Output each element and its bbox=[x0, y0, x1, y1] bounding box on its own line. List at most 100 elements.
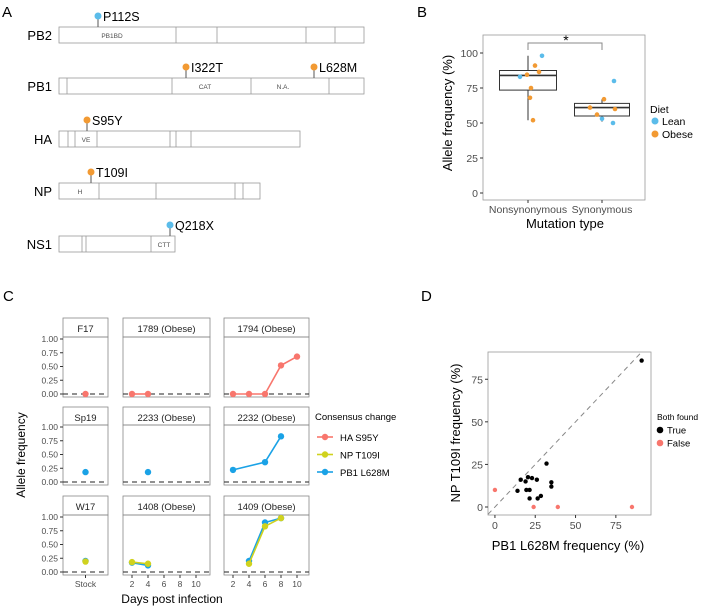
y-tick-label: 1.00 bbox=[41, 334, 58, 344]
y-tick-label: 0.25 bbox=[41, 375, 58, 385]
data-point bbox=[128, 390, 136, 398]
data-point-true bbox=[525, 474, 531, 480]
data-point-true bbox=[527, 487, 532, 493]
protein-name: PB1 bbox=[27, 79, 52, 94]
protein-bar bbox=[58, 26, 365, 44]
data-point bbox=[261, 523, 269, 530]
protein-name: HA bbox=[34, 132, 52, 147]
data-point bbox=[293, 353, 301, 360]
legend-label: Obese bbox=[662, 129, 693, 141]
y-tick-label: 0.25 bbox=[41, 553, 58, 563]
facet-label: Sp19 bbox=[74, 413, 96, 424]
data-point-obese bbox=[601, 96, 607, 102]
mutation-dot bbox=[182, 63, 190, 71]
legend-key-obese bbox=[651, 130, 659, 138]
box-body bbox=[574, 102, 630, 117]
mutation-label: S95Y bbox=[92, 114, 123, 128]
data-point-lean bbox=[539, 53, 545, 59]
y-tick-label: 1.00 bbox=[41, 422, 58, 432]
data-point bbox=[144, 468, 152, 476]
x-tick-label: Nonsynonymous bbox=[489, 204, 567, 216]
x-tick-label: 10 bbox=[191, 579, 201, 589]
domain-label: CAT bbox=[199, 84, 212, 91]
x-tick-label: 75 bbox=[610, 520, 622, 532]
y-axis-title: Allele frequency (%) bbox=[440, 55, 455, 171]
panel-label-a: A bbox=[2, 4, 12, 21]
data-point-lean bbox=[599, 116, 605, 122]
protein-bar bbox=[58, 182, 261, 200]
y-tick-label: 25 bbox=[466, 153, 478, 165]
x-tick-label: 4 bbox=[146, 579, 151, 589]
series-line bbox=[232, 435, 282, 471]
data-point-lean bbox=[610, 120, 616, 126]
facet-label: 2233 (Obese) bbox=[137, 413, 195, 424]
x-tick-label: 6 bbox=[263, 579, 268, 589]
data-point-true bbox=[535, 496, 540, 501]
significance-star: * bbox=[563, 32, 569, 48]
facet-panel bbox=[122, 514, 211, 576]
data-point bbox=[82, 558, 89, 565]
x-tick-label: 8 bbox=[178, 579, 183, 589]
panel-label-c: C bbox=[3, 288, 14, 305]
protein-bar bbox=[58, 130, 301, 148]
y-tick-label: 0.75 bbox=[41, 436, 58, 446]
facet-panel bbox=[62, 424, 109, 486]
data-point-false bbox=[531, 504, 536, 510]
legend-label: PB1 L628M bbox=[340, 468, 390, 479]
y-tick-label: 0 bbox=[472, 188, 478, 200]
legend-title: Both found bbox=[657, 412, 698, 422]
panel-label-b: B bbox=[417, 4, 427, 21]
mutation-dot bbox=[166, 221, 174, 229]
mutation-dot bbox=[83, 116, 91, 124]
data-point bbox=[128, 558, 136, 566]
facet-panel bbox=[122, 424, 211, 486]
y-tick-label: 0.00 bbox=[41, 477, 58, 487]
y-axis-title: NP T109I frequency (%) bbox=[448, 364, 463, 503]
facet-label: 1789 (Obese) bbox=[137, 324, 195, 335]
y-tick-label: 75 bbox=[466, 83, 478, 95]
data-point-true bbox=[534, 477, 540, 482]
facet-panel bbox=[223, 514, 310, 576]
data-point-true bbox=[639, 358, 644, 363]
x-axis-title: Days post infection bbox=[121, 592, 222, 606]
data-point-obese bbox=[528, 85, 534, 91]
legend-label: NP T109I bbox=[340, 451, 380, 462]
y-tick-label: 50 bbox=[466, 118, 478, 130]
data-point bbox=[229, 390, 237, 398]
x-axis-title: Mutation type bbox=[526, 216, 604, 231]
protein-name: NS1 bbox=[27, 237, 52, 252]
legend-label: True bbox=[667, 426, 686, 437]
x-tick-label: 8 bbox=[279, 579, 284, 589]
mutation-label: Q218X bbox=[175, 219, 215, 233]
x-tick-label: 2 bbox=[231, 579, 236, 589]
y-tick-label: 50 bbox=[471, 417, 483, 429]
y-tick-label: 0.00 bbox=[41, 567, 58, 577]
identity-reference-line bbox=[487, 351, 643, 515]
mutation-label: T109I bbox=[96, 166, 128, 180]
facet-panel bbox=[223, 336, 310, 398]
protein-bar bbox=[58, 77, 365, 95]
mutation-dot bbox=[87, 168, 95, 176]
series-line bbox=[233, 355, 298, 395]
x-tick-label: Stock bbox=[75, 579, 97, 589]
y-tick-label: 0 bbox=[477, 502, 483, 514]
data-point-obese bbox=[594, 112, 600, 117]
y-tick-label: 0.50 bbox=[41, 540, 58, 550]
data-point bbox=[277, 514, 285, 522]
data-point-true bbox=[544, 461, 549, 466]
legend-key-dot bbox=[321, 468, 329, 476]
data-point bbox=[261, 390, 269, 398]
facet-panel bbox=[223, 424, 310, 486]
x-tick-label: 2 bbox=[130, 579, 135, 589]
data-point bbox=[144, 560, 152, 567]
domain-label: N.A. bbox=[277, 84, 290, 91]
legend-key-dot bbox=[321, 433, 329, 441]
data-point-true bbox=[529, 475, 535, 481]
data-point-false bbox=[555, 504, 561, 510]
data-point-lean bbox=[517, 74, 523, 80]
plot-frame bbox=[487, 351, 652, 516]
data-point-obese bbox=[530, 117, 536, 123]
facet-panel bbox=[62, 336, 109, 398]
mutation-label: P112S bbox=[103, 10, 140, 24]
